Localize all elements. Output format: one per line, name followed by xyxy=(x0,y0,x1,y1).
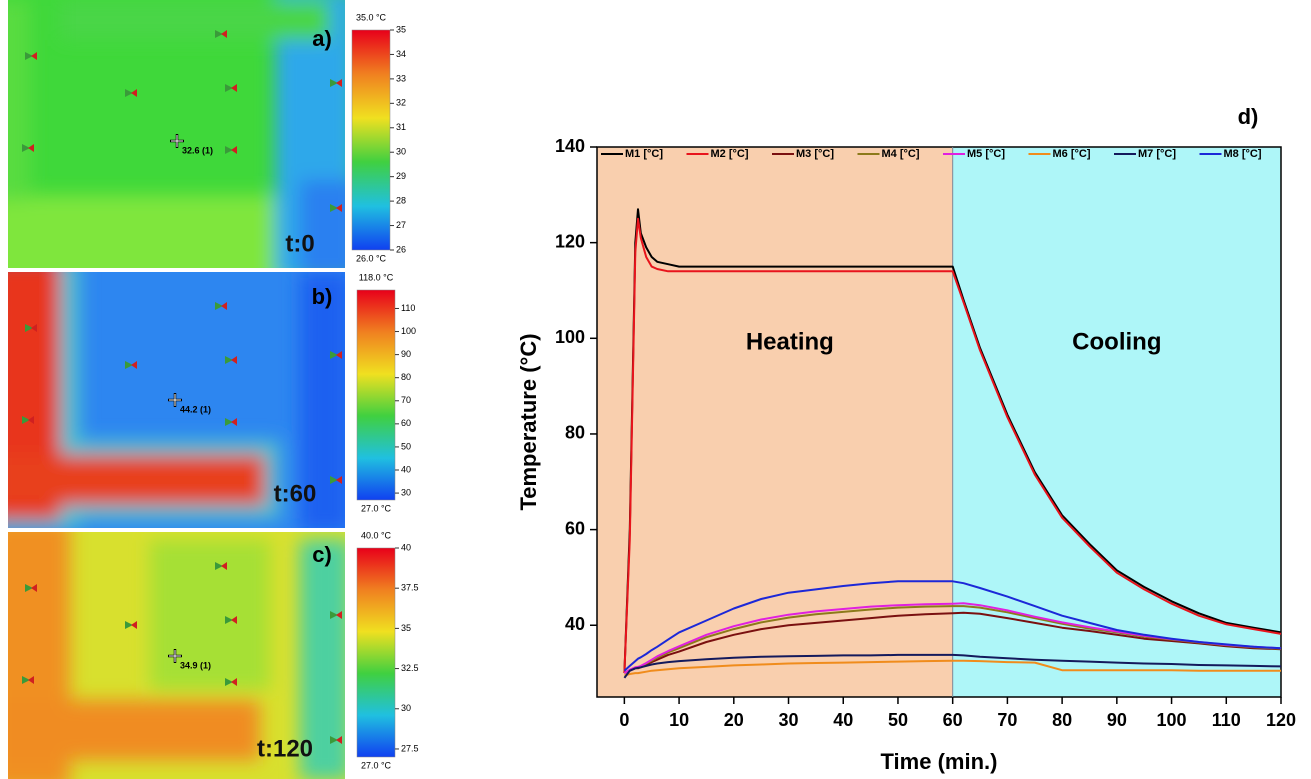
colorbar-min: 27.0 °C xyxy=(361,760,392,770)
panel-letter: d) xyxy=(1238,104,1259,129)
colorbar-tick-label: 32 xyxy=(396,98,406,108)
legend-label: M5 [°C] xyxy=(967,148,1005,160)
legend-label: M8 [°C] xyxy=(1224,148,1262,160)
colorbar-tick-label: 37.5 xyxy=(401,583,419,593)
y-tick-label: 60 xyxy=(565,518,585,538)
colorbar xyxy=(352,30,390,250)
x-tick-label: 40 xyxy=(833,710,853,730)
y-tick-label: 100 xyxy=(555,327,585,347)
y-tick-label: 140 xyxy=(555,136,585,156)
panel-letter: b) xyxy=(312,284,333,309)
colorbar-tick-label: 70 xyxy=(401,395,411,405)
x-tick-label: 70 xyxy=(997,710,1017,730)
colorbar-tick-label: 29 xyxy=(396,171,406,181)
x-tick-label: 10 xyxy=(669,710,689,730)
colorbar-tick-label: 40 xyxy=(401,464,411,474)
figure: 35.0 °C 26.0 °C 26 27 28 29 30 31 32 33 34 35 a) t:0 3… xyxy=(0,0,1311,779)
colorbar xyxy=(357,548,395,757)
y-tick-label: 120 xyxy=(555,231,585,251)
colorbar-tick-label: 28 xyxy=(396,195,406,205)
colorbar-tick-label: 34 xyxy=(396,49,406,59)
colorbar xyxy=(357,290,395,500)
colorbar-tick-label: 100 xyxy=(401,326,416,336)
x-tick-label: 120 xyxy=(1266,710,1296,730)
region-label: Cooling xyxy=(1072,328,1161,355)
colorbar-tick-label: 30 xyxy=(401,487,411,497)
colorbar-min: 26.0 °C xyxy=(356,253,387,263)
panel-letter: a) xyxy=(312,26,332,51)
colorbar-tick-label: 31 xyxy=(396,122,406,132)
x-tick-label: 20 xyxy=(724,710,744,730)
x-tick-label: 50 xyxy=(888,710,908,730)
legend-label: M4 [°C] xyxy=(882,148,920,160)
colorbar-tick-label: 33 xyxy=(396,73,406,83)
colorbar-tick-label: 30 xyxy=(401,703,411,713)
time-label: t:0 xyxy=(285,230,314,257)
page: {"thermal_panels":[ {"letter":"a)","time… xyxy=(0,0,1311,779)
y-tick-label: 40 xyxy=(565,614,585,634)
x-tick-label: 80 xyxy=(1052,710,1072,730)
x-axis-label: Time (min.) xyxy=(881,749,998,774)
legend-label: M1 [°C] xyxy=(625,148,663,160)
x-tick-label: 0 xyxy=(619,710,629,730)
legend-label: M2 [°C] xyxy=(711,148,749,160)
y-axis-label: Temperature (°C) xyxy=(516,333,541,510)
colorbar-tick-label: 30 xyxy=(396,147,406,157)
colorbar-tick-label: 32.5 xyxy=(401,663,419,673)
legend-label: M3 [°C] xyxy=(796,148,834,160)
colorbar-tick-label: 50 xyxy=(401,441,411,451)
colorbar-tick-label: 35 xyxy=(396,24,406,34)
region-label: Heating xyxy=(746,328,834,355)
legend-label: M6 [°C] xyxy=(1053,148,1091,160)
region xyxy=(953,147,1281,697)
colorbar-tick-label: 35 xyxy=(401,623,411,633)
colorbar-min: 27.0 °C xyxy=(361,503,392,513)
time-label: t:60 xyxy=(274,480,317,507)
reading: 44.2 (1) xyxy=(180,404,211,414)
y-tick-label: 80 xyxy=(565,423,585,443)
colorbar-tick-label: 26 xyxy=(396,244,406,254)
colorbar-tick-label: 27.5 xyxy=(401,743,419,753)
x-tick-label: 100 xyxy=(1157,710,1187,730)
x-tick-label: 90 xyxy=(1107,710,1127,730)
colorbar-tick-label: 80 xyxy=(401,372,411,382)
reading: 34.9 (1) xyxy=(180,660,211,670)
x-tick-label: 30 xyxy=(779,710,799,730)
colorbar-tick-label: 90 xyxy=(401,349,411,359)
colorbar-tick-label: 110 xyxy=(401,303,415,313)
colorbar-tick-label: 40 xyxy=(401,542,411,552)
reading: 32.6 (1) xyxy=(182,145,213,155)
x-tick-label: 60 xyxy=(943,710,963,730)
colorbar-tick-label: 27 xyxy=(396,220,406,230)
colorbar-max: 35.0 °C xyxy=(356,12,387,22)
time-label: t:120 xyxy=(257,735,313,762)
colorbar-max: 118.0 °C xyxy=(359,272,394,282)
panel-letter: c) xyxy=(312,542,332,567)
region xyxy=(597,147,953,697)
colorbar-tick-label: 60 xyxy=(401,418,411,428)
x-tick-label: 110 xyxy=(1212,710,1241,730)
legend-label: M7 [°C] xyxy=(1138,148,1176,160)
colorbar-max: 40.0 °C xyxy=(361,530,392,540)
